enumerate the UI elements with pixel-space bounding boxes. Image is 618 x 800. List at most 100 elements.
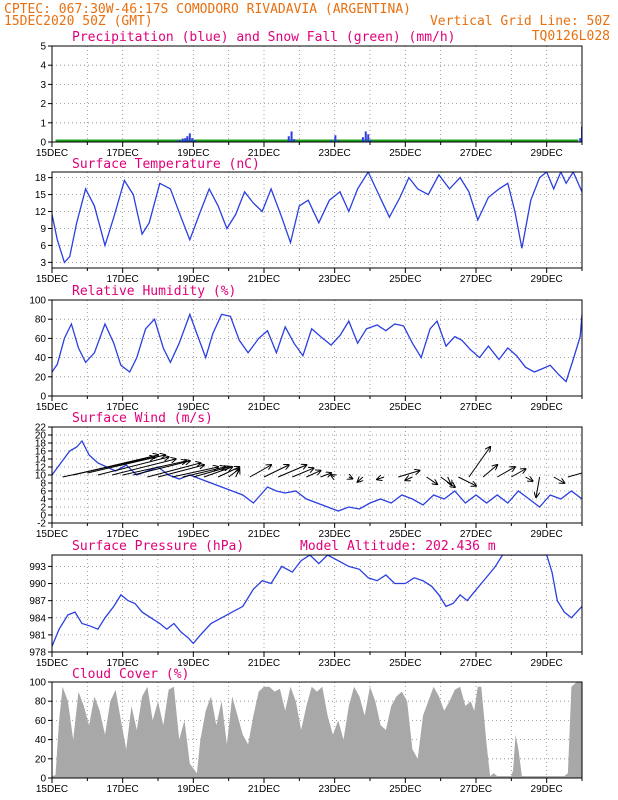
temperature-xtick-label: 15DEC [36,274,68,285]
precipitation-xtick-label: 29DEC [531,148,563,159]
temperature-xtick-label: 19DEC [177,274,209,285]
precipitation-bar [181,138,184,142]
pressure-xtick-label: 27DEC [460,658,492,669]
cloud-cover-ytick-label: 100 [29,678,46,689]
precipitation-xtick-label: 27DEC [460,148,492,159]
temperature-frame [51,171,583,269]
wind-wind-arrow [536,476,541,497]
wind-wind-arrow [306,471,320,478]
precipitation-bar [184,138,187,142]
wind-ytick-label: 16 [35,447,47,458]
pressure-xtick-label: 15DEC [36,658,68,669]
wind-wind-arrow [111,459,176,476]
wind-xtick-label: 25DEC [389,529,421,540]
cloud-cover-area [52,682,582,778]
cloud-cover-xtick-label: 15DEC [36,784,68,795]
temperature-series-line [52,172,582,264]
wind-ytick-label: 8 [40,479,46,490]
precipitation-bar [583,135,585,142]
wind-wind-arrow [331,475,335,477]
wind-wind-arrow [525,477,532,481]
wind-wind-arrow [277,465,306,478]
precipitation-bar [186,136,189,142]
wind-wind-arrow [320,473,332,477]
precipitation-xtick-label: 25DEC [389,148,421,159]
wind-plot-area [52,439,582,512]
wind-xtick-label: 27DEC [460,529,492,540]
cloud-cover-xtick-label: 27DEC [460,784,492,795]
humidity-ytick-label: 80 [35,315,47,326]
precipitation-bar [176,140,179,142]
pressure-xtick-label: 25DEC [389,658,421,669]
cloud-cover-xtick-label: 19DEC [177,784,209,795]
wind-wind-arrow [87,455,165,474]
wind-wind-arrow [236,469,240,478]
pressure-ytick-label: 987 [29,596,46,607]
precipitation-panel: Precipitation (blue) and Snow Fall (gree… [36,30,585,159]
wind-wind-arrow [405,477,413,480]
precipitation-ytick-label: 1 [40,118,46,129]
wind-wind-arrow [468,447,490,478]
wind-wind-arrow [426,476,438,484]
precipitation-plot-area [55,126,585,142]
precipitation-ytick-label: 5 [40,42,46,53]
cloud-cover-ytick-label: 60 [35,716,47,727]
wind-wind-arrow [263,465,289,478]
humidity-ytick-label: 20 [35,372,47,383]
pressure-ytick-label: 978 [29,648,46,659]
precipitation-bar [290,131,293,142]
precipitation-bar [334,135,337,142]
wind-xtick-label: 17DEC [107,529,139,540]
wind-wind-arrow [193,467,228,478]
precipitation-bar [330,140,333,142]
header-model-code: TQ0126L028 [532,29,610,44]
precipitation-xtick-label: 21DEC [248,148,280,159]
wind-wind-arrow [249,465,271,478]
pressure-ytick-label: 990 [29,579,46,590]
wind-wind-arrow [97,457,169,476]
precipitation-ytick-label: 0 [40,138,46,149]
precipitation-xtick-label: 15DEC [36,148,68,159]
wind-title: Surface Wind (m/s) [72,411,213,426]
precipitation-bar [194,140,197,142]
wind-xtick-label: 15DEC [36,529,68,540]
wind-xtick-label: 19DEC [177,529,209,540]
wind-grid [52,427,582,523]
cloud-cover-xtick-label: 23DEC [319,784,351,795]
wind-wind-arrow [358,477,363,482]
precipitation-xtick-label: 19DEC [177,148,209,159]
precipitation-xtick-label: 17DEC [107,148,139,159]
temperature-xtick-label: 29DEC [531,274,563,285]
pressure-frame [51,554,583,653]
pressure-xtick-label: 19DEC [177,658,209,669]
pressure-grid [52,555,582,652]
wind-ytick-label: 18 [35,439,47,450]
humidity-xtick-label: 25DEC [389,402,421,413]
pressure-series-line [52,555,582,647]
cloud-cover-ytick-label: 20 [35,754,47,765]
humidity-plot-area [52,312,582,383]
wind-ytick-label: 22 [35,423,47,434]
precipitation-bar [178,140,181,142]
humidity-series-line [52,312,582,383]
temperature-ytick-label: 9 [40,224,46,235]
cloud-cover-frame [51,681,583,779]
pressure-ytick-label: 984 [29,613,46,624]
temperature-xtick-label: 23DEC [319,274,351,285]
wind-ytick-label: 6 [40,487,46,498]
wind-wind-arrow [133,461,190,476]
wind-ytick-label: -2 [37,519,46,530]
humidity-xtick-label: 19DEC [177,402,209,413]
wind-ytick-label: 2 [40,503,46,514]
temperature-xtick-label: 27DEC [460,274,492,285]
temperature-ytick-label: 18 [35,173,47,184]
wind-wind-arrow [482,465,497,478]
humidity-grid [52,300,582,396]
cloud-cover-ytick-label: 0 [40,774,46,785]
humidity-ytick-label: 40 [35,353,47,364]
precipitation-bar [293,139,296,142]
pressure-ytick-label: 981 [29,630,46,641]
wind-xtick-label: 21DEC [248,529,280,540]
precipitation-bar [579,138,582,142]
